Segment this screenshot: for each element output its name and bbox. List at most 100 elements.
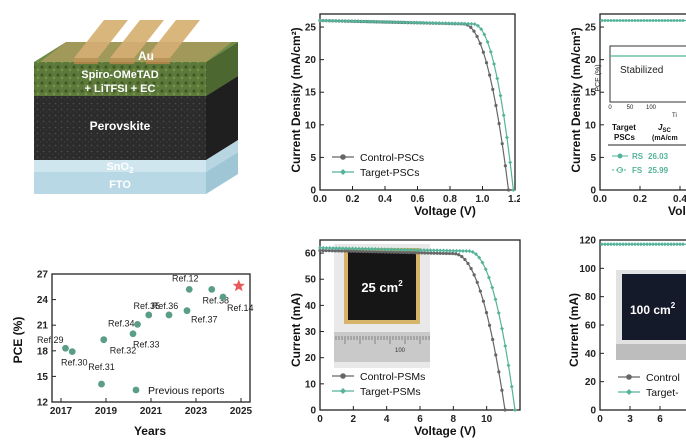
jv2-ytick-label: 20 xyxy=(585,55,597,66)
iv1-point xyxy=(438,248,443,253)
iv2-point xyxy=(663,242,667,247)
iv1-point xyxy=(426,251,430,255)
jv1-point xyxy=(469,25,473,29)
iv1-point xyxy=(407,251,412,255)
iv1-point xyxy=(321,248,325,253)
iv2-xtick-label: 0 xyxy=(597,414,603,425)
iv2-point xyxy=(672,242,676,247)
iv2-point xyxy=(660,242,664,247)
sc-point xyxy=(183,307,191,315)
jv2-point xyxy=(624,19,628,22)
iv1-point xyxy=(344,246,348,251)
jv2-point xyxy=(660,19,664,22)
iv1-point xyxy=(500,388,504,392)
jv1-xtick-label: 0.2 xyxy=(346,194,360,205)
iv1-point xyxy=(324,249,328,253)
sc-point xyxy=(134,320,141,328)
iv1-point xyxy=(483,267,488,272)
iv2-point xyxy=(657,242,661,247)
jv1-point xyxy=(350,19,355,24)
iv1-point xyxy=(494,353,498,357)
iv1-point xyxy=(386,247,391,252)
sc-point-label: Ref.30 xyxy=(61,358,88,368)
sc-ytick-label: 15 xyxy=(37,372,49,383)
jv1-point xyxy=(366,19,371,24)
iv2-point xyxy=(612,242,616,247)
iv1-ytick-label: 40 xyxy=(305,301,317,312)
perovskite-label: Perovskite xyxy=(90,119,151,133)
jv1-point xyxy=(388,20,393,25)
sc-ytick-label: 21 xyxy=(37,321,49,332)
jv1-point xyxy=(481,50,485,54)
iv2-ytick-label: 120 xyxy=(579,236,596,247)
sc-point-label: Ref.29 xyxy=(37,335,64,345)
sc-xtick-label: 2019 xyxy=(95,406,118,417)
jv1-point xyxy=(385,20,390,25)
iv1-point xyxy=(350,246,355,251)
inset-title: Stabilized xyxy=(620,65,663,76)
iv1-point xyxy=(413,251,418,255)
jv1-point xyxy=(401,20,406,25)
jv1-point xyxy=(411,20,416,25)
jv1-point xyxy=(327,18,332,23)
iv1-point xyxy=(412,247,417,252)
jv2-ytick-label: 10 xyxy=(585,120,597,131)
sc-xlabel: Years xyxy=(134,424,166,438)
iv1-point xyxy=(370,246,374,251)
jv1-point xyxy=(456,21,461,26)
jv1-point xyxy=(472,29,476,33)
sc-point xyxy=(62,344,69,352)
iv1-point xyxy=(460,255,464,259)
iv1-point xyxy=(475,280,479,284)
jv2-xlabel: Vol xyxy=(668,204,686,218)
iv1-point xyxy=(370,250,375,254)
iv1-photo: 25 cm2 100 xyxy=(334,244,430,368)
jv2-point xyxy=(609,19,613,22)
iv2-point xyxy=(654,242,658,247)
jv1-point xyxy=(353,19,358,24)
iv1-point xyxy=(480,260,485,265)
jv2-point xyxy=(681,19,685,22)
jv1-point xyxy=(392,20,397,25)
jv2-point xyxy=(603,19,607,22)
iv1-point xyxy=(398,250,402,254)
sc-point-label: Ref.34 xyxy=(108,318,135,328)
iv2-ytick-label: 80 xyxy=(585,292,597,303)
sc-point-label: Ref.35 xyxy=(133,301,160,311)
iv1-point xyxy=(376,247,381,252)
jv1-point xyxy=(475,34,479,39)
iv1-point xyxy=(327,249,331,253)
jv2-point xyxy=(657,19,661,22)
jv1-xtick-label: 0.4 xyxy=(378,194,392,205)
sc-point xyxy=(98,380,105,388)
iv1-point xyxy=(337,246,342,251)
iv1-point xyxy=(431,248,436,253)
jv1-point xyxy=(363,19,368,24)
jv1-point xyxy=(511,188,516,192)
sc-point-label: Ref.14 xyxy=(227,303,254,313)
jv1-point xyxy=(334,18,339,23)
sc-this-work-star xyxy=(232,279,245,292)
sc-point xyxy=(165,311,173,319)
legend-control-marker xyxy=(340,154,346,160)
iv1-point xyxy=(491,337,495,342)
iv2-point xyxy=(627,242,631,247)
jv-stabilized-chart: 0.0 0.2 0.4 0 5 10 15 20 25 Current Density (mA/… xyxy=(569,13,686,218)
iv1-point xyxy=(457,253,461,257)
iv1-point xyxy=(490,285,495,290)
stabilized-inset: Stabilized PCE (%) 0 50 100 Ti xyxy=(595,45,686,119)
inset-xtick-1: 50 xyxy=(627,105,634,111)
legend-control-marker xyxy=(626,374,632,380)
sc-point-label: Ref.36 xyxy=(152,301,179,311)
iv2-photo: 100 cm2 xyxy=(616,270,686,360)
iv2-marks xyxy=(600,242,686,247)
jv1-point xyxy=(434,21,439,26)
jv1-point xyxy=(443,21,448,26)
iv2-point xyxy=(651,242,655,247)
iv1-xtick-label: 4 xyxy=(384,414,390,425)
jv1-point xyxy=(508,160,513,165)
jv1-point xyxy=(427,20,432,25)
table-row-scan: FS xyxy=(632,166,643,175)
